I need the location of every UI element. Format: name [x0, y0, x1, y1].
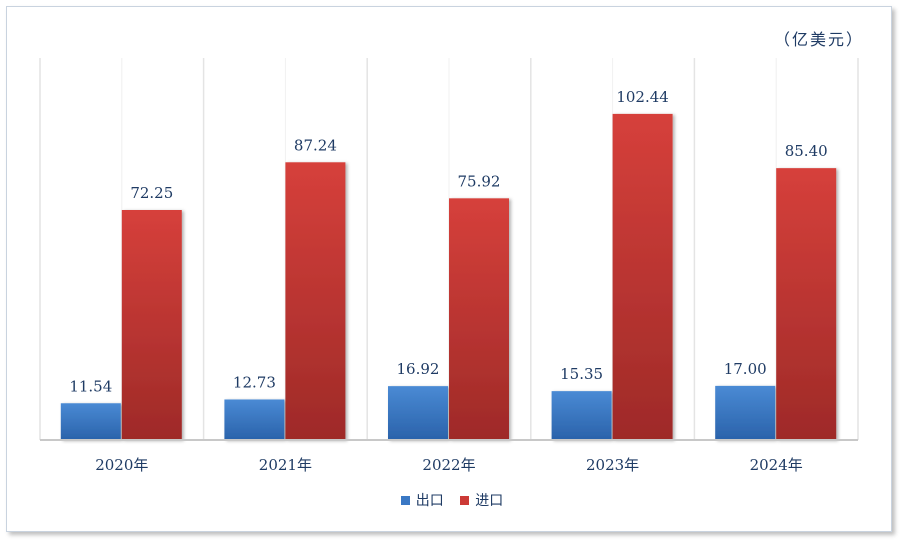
data-label-import-1: 87.24 — [294, 136, 337, 154]
bar-import-0 — [121, 210, 182, 440]
bar-export-4 — [715, 385, 776, 440]
unit-label: （亿美元） — [773, 30, 864, 49]
legend: 出口 进口 — [0, 490, 904, 510]
data-label-export-0: 11.54 — [69, 377, 112, 395]
legend-item-import: 进口 — [460, 490, 503, 510]
bar-import-1 — [285, 162, 346, 440]
bar-export-2 — [388, 386, 448, 440]
legend-item-export: 出口 — [400, 490, 444, 510]
legend-swatch-export — [400, 495, 410, 505]
bar-export-0 — [60, 403, 121, 440]
data-label-export-2: 16.92 — [397, 360, 440, 378]
bar-import-2 — [449, 198, 509, 440]
bar-export-1 — [224, 399, 285, 440]
x-tick-label-4: 2024年 — [750, 456, 803, 474]
legend-label-export: 出口 — [415, 493, 444, 509]
data-label-import-0: 72.25 — [130, 184, 173, 202]
legend-swatch-import — [460, 495, 470, 505]
data-label-export-4: 17.00 — [724, 360, 767, 378]
data-label-import-4: 85.40 — [785, 142, 828, 160]
data-label-export-1: 12.73 — [233, 373, 276, 391]
data-label-import-2: 75.92 — [458, 172, 501, 190]
x-tick-label-1: 2021年 — [259, 456, 312, 474]
data-label-export-3: 15.35 — [560, 365, 603, 383]
bar-import-4 — [776, 168, 837, 441]
legend-label-import: 进口 — [475, 493, 504, 509]
x-tick-label-3: 2023年 — [586, 456, 639, 474]
bar-export-3 — [551, 391, 612, 440]
x-tick-label-0: 2020年 — [95, 456, 148, 474]
x-tick-label-2: 2022年 — [422, 456, 475, 474]
bar-import-3 — [612, 113, 673, 441]
data-label-import-3: 102.44 — [616, 88, 669, 106]
